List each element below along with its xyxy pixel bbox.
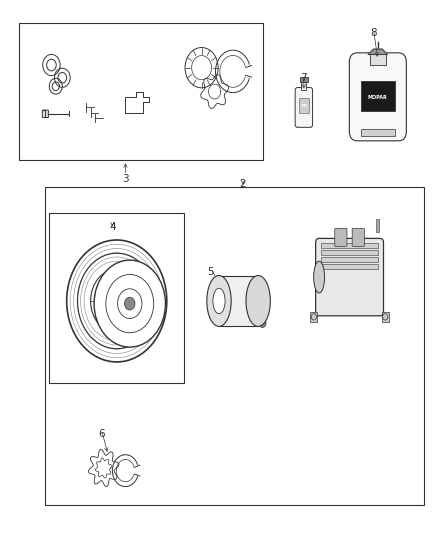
FancyBboxPatch shape bbox=[316, 238, 384, 316]
Bar bbox=[376, 219, 379, 232]
Circle shape bbox=[259, 319, 266, 327]
FancyBboxPatch shape bbox=[350, 53, 406, 141]
Circle shape bbox=[94, 260, 166, 347]
Ellipse shape bbox=[314, 261, 325, 293]
Text: MOPAR: MOPAR bbox=[368, 95, 388, 100]
Ellipse shape bbox=[246, 276, 270, 326]
Text: 8: 8 bbox=[370, 28, 377, 38]
Bar bbox=[360, 129, 395, 135]
Text: 7: 7 bbox=[300, 73, 307, 83]
Text: 1: 1 bbox=[42, 110, 48, 120]
Bar bbox=[19, 22, 262, 160]
Bar bbox=[382, 312, 389, 322]
Bar bbox=[321, 257, 378, 262]
FancyBboxPatch shape bbox=[42, 110, 48, 117]
Text: 2: 2 bbox=[240, 179, 246, 189]
Bar bbox=[49, 214, 184, 383]
Bar bbox=[311, 312, 317, 322]
FancyBboxPatch shape bbox=[295, 87, 313, 127]
Ellipse shape bbox=[207, 276, 231, 326]
Circle shape bbox=[117, 289, 142, 318]
Text: 3: 3 bbox=[122, 174, 129, 184]
FancyBboxPatch shape bbox=[335, 228, 347, 246]
Bar bbox=[300, 77, 308, 82]
Text: 5: 5 bbox=[207, 267, 214, 277]
Text: 4: 4 bbox=[109, 222, 116, 232]
FancyBboxPatch shape bbox=[360, 82, 395, 111]
Text: 6: 6 bbox=[98, 429, 105, 439]
Bar bbox=[321, 243, 378, 248]
Bar bbox=[299, 98, 309, 113]
Bar bbox=[301, 82, 307, 90]
Text: m: m bbox=[301, 103, 307, 108]
Circle shape bbox=[124, 297, 135, 310]
FancyBboxPatch shape bbox=[352, 228, 364, 246]
Circle shape bbox=[106, 274, 154, 333]
Bar bbox=[219, 276, 258, 326]
Bar bbox=[321, 249, 378, 255]
Bar bbox=[45, 187, 424, 505]
Ellipse shape bbox=[213, 288, 225, 314]
Bar bbox=[370, 54, 386, 65]
Bar bbox=[321, 264, 378, 269]
Polygon shape bbox=[368, 49, 388, 54]
